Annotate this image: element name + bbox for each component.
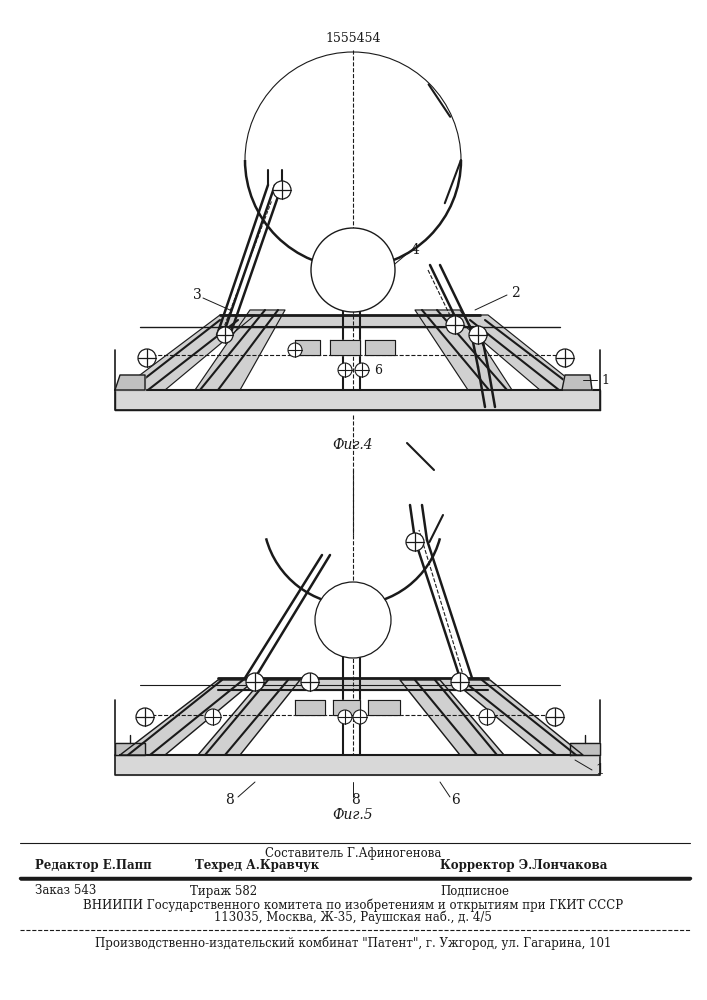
Polygon shape [120,315,255,390]
Text: 6: 6 [450,793,460,807]
Polygon shape [365,340,395,355]
Polygon shape [452,315,582,390]
Polygon shape [120,680,255,755]
Circle shape [246,673,264,691]
Text: 6: 6 [374,363,382,376]
Text: Редактор Е.Папп: Редактор Е.Папп [35,859,151,872]
Circle shape [136,708,154,726]
Text: 1555454: 1555454 [325,31,381,44]
Text: 4: 4 [411,243,419,257]
Text: Составитель Г.Афиногенова: Составитель Г.Афиногенова [265,846,441,859]
Text: Фиг.4: Фиг.4 [333,438,373,452]
Polygon shape [220,315,480,327]
Text: 1: 1 [601,373,609,386]
Circle shape [355,363,369,377]
Polygon shape [330,340,360,355]
Circle shape [301,673,319,691]
Text: Корректор Э.Лончакова: Корректор Э.Лончакова [440,859,607,872]
Polygon shape [295,340,320,355]
Polygon shape [115,390,600,410]
Polygon shape [562,375,592,390]
Polygon shape [115,743,145,755]
Polygon shape [218,678,488,690]
Polygon shape [198,680,300,755]
Polygon shape [400,680,504,755]
Circle shape [556,349,574,367]
Text: Техред А.Кравчук: Техред А.Кравчук [195,859,320,872]
Circle shape [138,349,156,367]
Text: 8: 8 [226,793,235,807]
Text: 113035, Москва, Ж-35, Раушская наб., д. 4/5: 113035, Москва, Ж-35, Раушская наб., д. … [214,910,492,924]
Text: 2: 2 [510,286,520,300]
Polygon shape [115,375,145,390]
Circle shape [479,709,495,725]
Circle shape [273,181,291,199]
Polygon shape [368,700,400,715]
Polygon shape [295,700,325,715]
Text: 3: 3 [192,288,201,302]
Circle shape [446,316,464,334]
Text: Производственно-издательский комбинат "Патент", г. Ужгород, ул. Гагарина, 101: Производственно-издательский комбинат "П… [95,936,611,950]
Circle shape [353,710,367,724]
Circle shape [451,673,469,691]
Circle shape [546,708,564,726]
Polygon shape [195,310,285,390]
Circle shape [217,327,233,343]
Text: Фиг.5: Фиг.5 [333,808,373,822]
Text: Тираж 582: Тираж 582 [190,884,257,898]
Circle shape [338,710,352,724]
Text: Заказ 543: Заказ 543 [35,884,96,898]
Polygon shape [415,310,512,390]
Circle shape [315,582,391,658]
Polygon shape [115,755,600,775]
Polygon shape [333,700,360,715]
Text: 1: 1 [595,763,604,777]
Circle shape [406,533,424,551]
Polygon shape [452,680,583,755]
Text: ВНИИПИ Государственного комитета по изобретениям и открытиям при ГКИТ СССР: ВНИИПИ Государственного комитета по изоб… [83,898,623,912]
Circle shape [469,326,487,344]
Text: 8: 8 [351,793,359,807]
Circle shape [338,363,352,377]
Text: Подписное: Подписное [440,884,509,898]
Circle shape [311,228,395,312]
Polygon shape [570,743,600,755]
Circle shape [288,343,302,357]
Circle shape [205,709,221,725]
